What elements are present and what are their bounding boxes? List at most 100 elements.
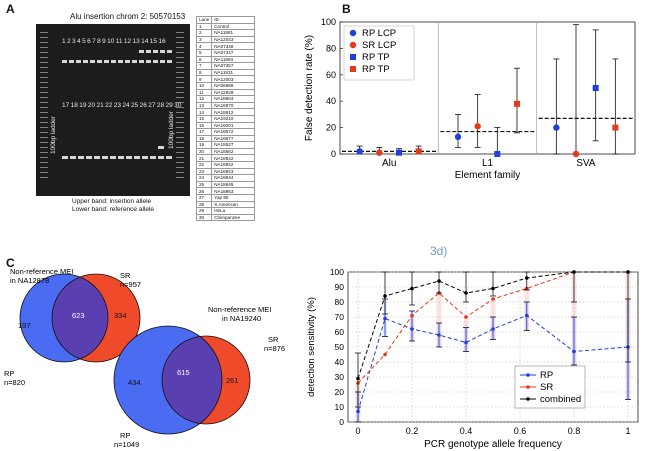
ladder-left-bands [40, 32, 48, 182]
venn2-title-line2: in NA19240 [222, 314, 261, 323]
venn2-sr-label: SR [268, 335, 279, 344]
y-axis-label: False detection rate (%) [304, 35, 315, 141]
table-cell-id: NA18542 [211, 154, 256, 163]
gel-band-insertion [139, 50, 144, 53]
lane-number-top: 8 [97, 38, 101, 45]
legend-marker [350, 54, 356, 60]
gel-band [134, 156, 140, 159]
data-point-square [592, 85, 599, 91]
data-point-circle [454, 133, 462, 141]
y-tick-label: 20 [335, 387, 345, 397]
gel-band [104, 60, 109, 63]
venn1-sr-label: SR [120, 271, 131, 280]
lane-numbers-top: 1 2 3 4 5 6 7 8 9 10 11 12 13 14 15 16 [62, 38, 166, 45]
lane-numbers-bottom: 17 18 19 20 21 22 23 24 25 26 27 28 29 30 [62, 102, 181, 109]
gel-band [94, 156, 100, 159]
table-header-id: ID [211, 16, 256, 24]
table-row: 26 NA18953 [195, 187, 256, 196]
table-cell-id: NA07348 [211, 42, 256, 50]
table-row: 18 NA18577 [195, 134, 256, 143]
table-row: 27 Yap 80 [195, 194, 256, 202]
caption-upper-band: Upper band: insertion allele [72, 198, 152, 205]
table-row: 23 NA18943 [195, 167, 256, 176]
table-cell-lane: 24 [195, 174, 213, 182]
lane-number-top: 9 [102, 38, 106, 45]
legend-marker [350, 66, 356, 72]
x-tick-label: 0.8 [568, 426, 581, 436]
venn2-sr-n: n=876 [264, 344, 285, 353]
gel-band [142, 156, 148, 159]
table-row: 19 NA18527 [195, 141, 256, 149]
gel-band-insertion [146, 50, 151, 53]
table-row: 3 NA12043 [195, 35, 256, 44]
table-cell-lane: 28 [195, 200, 213, 209]
gel-band [97, 60, 102, 63]
table-cell-lane: 5 [195, 48, 213, 57]
venn1-rp-label: RP [4, 369, 14, 378]
gel-band [150, 156, 156, 159]
table-cell-id: NA18942 [211, 161, 256, 169]
table-cell-lane: 21 [195, 154, 213, 163]
table-cell-id: NA18870 [211, 101, 256, 110]
table-row: 22 NA18942 [195, 161, 256, 169]
gel-band [111, 60, 116, 63]
legend-marker [526, 397, 530, 401]
table-cell-id: Control [211, 22, 256, 31]
table-row: 5 NA07347 [195, 48, 256, 57]
table-cell-lane: 14 [195, 108, 213, 116]
data-point [464, 315, 468, 319]
table-cell-id: NA18562 [211, 147, 256, 156]
lane-number-top: 7 [92, 38, 96, 45]
x-axis-label: Element family [455, 170, 521, 181]
venn2-rp-label: RP [120, 431, 130, 440]
table-cell-lane: 2 [195, 29, 213, 37]
table-row: 11 NA12828 [195, 88, 256, 97]
lane-number-bottom: 20 [87, 102, 96, 109]
panel-b-label: B [342, 2, 351, 16]
lane-number-bottom: 22 [105, 102, 113, 109]
table-row: 12 NA18504 [195, 95, 256, 103]
data-point [437, 333, 441, 337]
caption-lower-band: Lower band: reference allele [72, 206, 155, 213]
table-row: 30 Chimpanzee [195, 213, 256, 222]
table-cell-lane: 22 [195, 161, 213, 169]
table-row: 29 HeLa [195, 207, 256, 215]
venn2-overlap [162, 336, 222, 424]
table-cell-id: HeLa [211, 207, 256, 215]
data-point [491, 286, 495, 291]
table-row: 7 NA07357 [195, 62, 256, 70]
lane-number-top: 2 [67, 38, 71, 45]
gel-band [69, 60, 74, 63]
data-point [410, 286, 414, 291]
table-cell-id: NA18912 [211, 108, 256, 116]
table-cell-id: NA11831 [211, 68, 256, 77]
venn2-title-line1: Non-reference MEI [208, 305, 271, 314]
y-tick-label: 70 [335, 312, 345, 322]
lane-number-top: 12 [123, 38, 132, 45]
x-tick-label: 0.4 [460, 426, 473, 436]
gel-band-insertion [153, 50, 158, 53]
category-label: Alu [382, 158, 396, 169]
series-line [357, 314, 629, 412]
legend-marker [349, 41, 357, 49]
data-point-square [514, 100, 520, 107]
venn-nareference-12878: Non-reference MEI in NA12878 SR n=957 19… [4, 267, 141, 387]
table-cell-id: NA06986 [211, 81, 256, 90]
lane-number-top: 1 [62, 38, 66, 45]
gel-band [139, 50, 144, 63]
table-cell-lane: 4 [195, 42, 213, 50]
y-tick-label: 30 [335, 372, 345, 382]
table-cell-id: NA18953 [211, 187, 256, 196]
legend-entry: SR [540, 382, 553, 393]
table-cell-lane: 19 [195, 141, 213, 149]
table-cell-lane: 29 [195, 207, 213, 215]
data-point [356, 376, 360, 381]
table-row: 9 NA12003 [195, 75, 256, 83]
legend-marker [349, 29, 357, 37]
table-cell-lane: 1 [195, 22, 213, 31]
venn2-left-only: 434 [128, 378, 141, 387]
gel-band [62, 156, 68, 159]
venn2-rp-n: n=1049 [114, 440, 139, 449]
